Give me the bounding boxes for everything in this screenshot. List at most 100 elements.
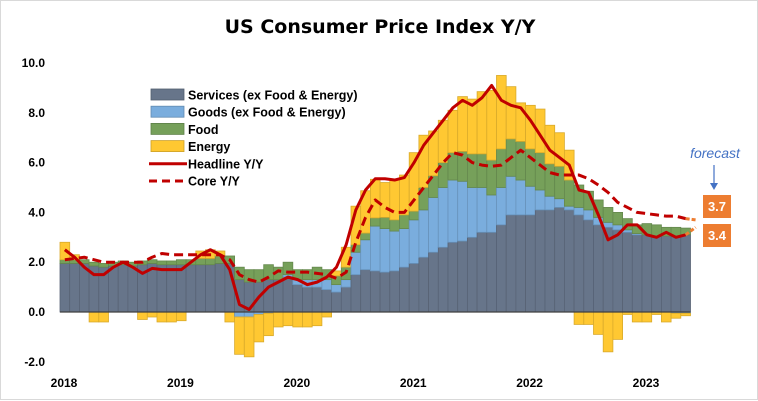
bar-services [554, 207, 565, 313]
legend-label: Headline Y/Y [188, 157, 264, 171]
bar-services [428, 251, 439, 313]
bar-goods [379, 228, 391, 273]
bar-energy [253, 314, 265, 343]
bar-services [418, 256, 429, 313]
bar-services [612, 229, 624, 313]
bar-goods [331, 284, 342, 293]
bar-energy [88, 311, 100, 323]
bar-services [534, 209, 546, 313]
bar-services [360, 269, 371, 313]
bar-energy [263, 312, 274, 337]
bar-services [399, 266, 410, 313]
bar-energy [505, 86, 517, 140]
bar-services [593, 224, 604, 313]
legend-label: Goods (ex Food & Energy) [188, 106, 346, 120]
bar-energy [292, 311, 303, 328]
core-line [64, 148, 687, 284]
bar-food [282, 261, 294, 276]
bar-services [573, 214, 585, 313]
bar-food [515, 141, 527, 181]
bar-energy [166, 311, 177, 323]
bar-energy [680, 312, 691, 317]
bar-food [389, 219, 400, 232]
bar-services [505, 214, 517, 313]
bar-goods [564, 205, 575, 211]
y-tick-label: -2.0 [24, 355, 45, 369]
legend-swatch [150, 105, 185, 118]
bar-energy [98, 311, 109, 323]
bar-energy [321, 311, 332, 318]
bar-energy [631, 311, 643, 323]
bar-services [282, 276, 294, 313]
bar-food [379, 216, 391, 229]
bar-energy [272, 311, 284, 328]
bar-services [321, 289, 332, 313]
bar-energy [146, 311, 158, 318]
bar-food [195, 258, 206, 266]
bar-energy [661, 311, 672, 323]
bar-services [156, 264, 168, 313]
bar-services [350, 274, 362, 313]
bar-services [117, 264, 129, 313]
bar-services [108, 265, 119, 313]
bar-services [447, 241, 459, 313]
bar-goods [340, 279, 352, 288]
bar-food [602, 207, 614, 223]
bar-food [88, 261, 100, 267]
bar-services [466, 236, 478, 313]
bar-services [59, 263, 71, 313]
bar-energy [583, 311, 594, 325]
bar-services [496, 224, 507, 313]
bar-food [554, 165, 565, 200]
bar-food [360, 232, 371, 241]
bar-food [476, 153, 488, 188]
bar-energy [379, 182, 391, 218]
bar-goods [234, 311, 245, 318]
bar-services [185, 264, 197, 313]
bar-food [496, 148, 507, 188]
bar-services [292, 284, 303, 313]
bar-services [515, 214, 527, 313]
bar-energy [641, 311, 653, 323]
bar-goods [243, 311, 255, 318]
bar-food [156, 260, 168, 266]
bar-services [651, 235, 662, 313]
bar-energy [602, 311, 614, 353]
x-tick-label: 2019 [167, 376, 194, 390]
bars-layer [59, 75, 691, 358]
lines-layer [63, 83, 697, 312]
bar-energy [593, 311, 604, 335]
bar-services [175, 264, 187, 313]
bar-goods [321, 279, 332, 290]
y-tick-label: 2.0 [28, 255, 45, 269]
legend-swatch [150, 88, 185, 101]
legend: Services (ex Food & Energy) Goods (ex Foo… [149, 89, 358, 189]
core-forecast-box [703, 195, 731, 218]
bar-services [670, 235, 682, 313]
headline-forecast-line [684, 226, 697, 237]
bar-goods [612, 224, 624, 231]
bar-services [214, 263, 226, 313]
bar-energy [466, 98, 478, 155]
bar-energy [389, 179, 400, 221]
bar-energy [282, 311, 294, 327]
bar-energy [137, 311, 148, 320]
bar-goods [428, 197, 439, 253]
bar-energy [243, 316, 255, 358]
bar-energy [573, 311, 585, 325]
bar-services [311, 286, 323, 313]
bar-goods [389, 230, 400, 272]
bar-goods [457, 180, 468, 242]
forecast-annotations: forecast 3.7 3.4 [690, 145, 741, 247]
bar-energy [234, 316, 245, 355]
bar-energy [670, 312, 682, 319]
bar-food [534, 152, 546, 191]
bar-services [389, 270, 400, 313]
x-tick-label: 2020 [283, 376, 310, 390]
bar-services [564, 209, 575, 313]
bar-goods [476, 187, 488, 233]
bar-food [166, 260, 177, 266]
bar-services [486, 231, 497, 313]
bar-food [564, 179, 575, 207]
